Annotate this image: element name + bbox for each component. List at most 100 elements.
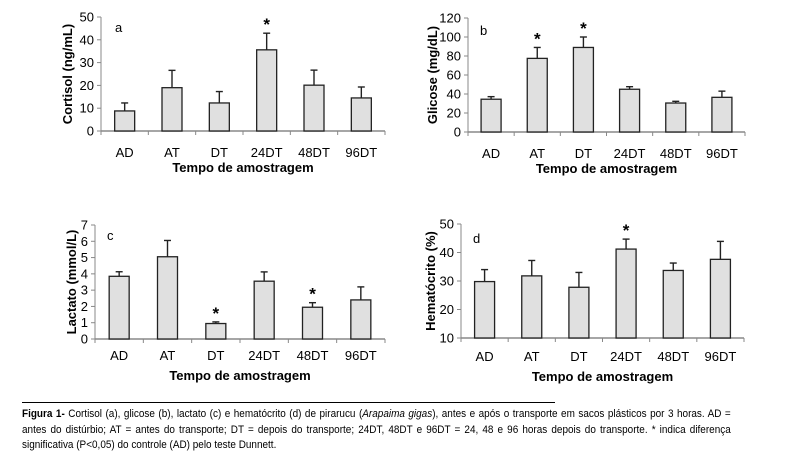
- y-axis-title: Hematócrito (%): [423, 231, 438, 331]
- x-category-label: DT: [211, 145, 228, 160]
- caption-species: Arapaima gigas: [362, 408, 433, 420]
- y-tick-label: 10: [440, 331, 454, 346]
- bar-96DT: [350, 299, 372, 340]
- bar-96DT: [350, 97, 372, 132]
- bar-AT: [156, 256, 179, 340]
- y-tick-label: 3: [81, 283, 88, 298]
- y-tick-label: 2: [81, 299, 88, 314]
- bar-DT: [208, 102, 230, 132]
- y-tick-label: 40: [440, 245, 454, 260]
- y-axis-title: Cortisol (ng/mL): [60, 24, 75, 124]
- y-tick-label: 0: [87, 124, 94, 139]
- y-tick-label: 4: [81, 266, 88, 281]
- x-category-label: 48DT: [657, 349, 689, 364]
- y-tick-label: 120: [439, 11, 461, 26]
- x-category-label: AT: [160, 348, 176, 363]
- caption-text-2: ), antes e após o transporte em sacos pl…: [22, 408, 731, 451]
- x-category-label: AT: [529, 146, 545, 161]
- y-tick-label: 20: [447, 106, 461, 121]
- x-category-label: 96DT: [705, 349, 737, 364]
- figure-caption: Figura 1- Cortisol (a), glicose (b), lac…: [22, 407, 731, 454]
- x-category-label: DT: [570, 349, 587, 364]
- y-tick-label: 0: [81, 332, 88, 347]
- significance-star: *: [534, 29, 541, 48]
- y-tick-label: 5: [81, 250, 88, 265]
- y-axis-title: Lactato (mmol/L): [64, 230, 79, 335]
- x-category-label: AD: [110, 348, 128, 363]
- bar-AD: [473, 280, 496, 339]
- x-axis-title: Tempo de amostragem: [536, 161, 677, 176]
- y-tick-label: 30: [80, 55, 94, 70]
- y-tick-label: 20: [440, 302, 454, 317]
- significance-star: *: [623, 221, 630, 240]
- x-category-label: 48DT: [297, 348, 329, 363]
- x-category-label: 48DT: [298, 145, 330, 160]
- x-category-label: 24DT: [610, 349, 642, 364]
- bar-DT: [205, 322, 227, 340]
- panel-letter: b: [480, 23, 487, 38]
- y-tick-label: 30: [440, 274, 454, 289]
- bar-AT: [521, 275, 543, 339]
- figure-panels: 0 10 20 30 40 50 AD AT DT * 24DT 48DT 96DT a Tempo de …: [60, 10, 746, 384]
- x-axis-title: Tempo de amostragem: [532, 369, 673, 384]
- y-tick-label: 40: [80, 32, 94, 47]
- x-category-label: DT: [207, 348, 224, 363]
- y-tick-label: 6: [81, 234, 88, 249]
- y-tick-label: 60: [447, 68, 461, 83]
- y-tick-label: 50: [440, 217, 454, 232]
- y-tick-label: 20: [80, 78, 94, 93]
- y-tick-label: 100: [439, 30, 461, 45]
- bar-DT: [572, 46, 595, 133]
- x-category-label: AT: [524, 349, 540, 364]
- panel-letter: c: [107, 228, 114, 243]
- bar-DT: [568, 286, 590, 339]
- x-category-label: 48DT: [660, 146, 692, 161]
- x-category-label: 24DT: [251, 145, 283, 160]
- x-category-label: AT: [164, 145, 180, 160]
- bar-48DT: [301, 306, 324, 340]
- panel-letter: a: [115, 20, 123, 35]
- bar-48DT: [662, 269, 684, 339]
- bar-24DT: [253, 280, 275, 340]
- chart-panel-b: 0 20 40 60 80 100 120 AD * AT * DT 24DT 48DT 96DT b Temp…: [425, 11, 746, 176]
- x-category-label: 96DT: [706, 146, 738, 161]
- y-tick-label: 80: [447, 49, 461, 64]
- x-category-label: 24DT: [614, 146, 646, 161]
- x-category-label: 96DT: [345, 348, 377, 363]
- caption-separator: [22, 402, 555, 403]
- x-category-label: AD: [476, 349, 494, 364]
- y-axis-title: Glicose (mg/dL): [425, 26, 440, 124]
- y-tick-label: 0: [454, 125, 461, 140]
- x-axis-title: Tempo de amostragem: [172, 160, 313, 175]
- bar-AD: [480, 98, 502, 133]
- bar-24DT: [256, 49, 278, 132]
- bar-96DT: [711, 96, 733, 133]
- x-axis-title: Tempo de amostragem: [169, 368, 310, 383]
- bar-AT: [161, 87, 183, 132]
- x-category-label: 96DT: [345, 145, 377, 160]
- x-category-label: 24DT: [248, 348, 280, 363]
- bar-48DT: [665, 102, 687, 133]
- significance-star: *: [263, 15, 270, 34]
- bar-96DT: [709, 258, 732, 339]
- bar-AD: [108, 275, 130, 340]
- y-tick-label: 50: [80, 10, 94, 25]
- bar-24DT: [618, 88, 641, 133]
- bar-AD: [114, 110, 136, 132]
- y-tick-label: 7: [81, 218, 88, 233]
- significance-star: *: [213, 304, 220, 323]
- panel-letter: d: [473, 231, 480, 246]
- bar-48DT: [303, 84, 325, 132]
- caption-label: Figura 1-: [22, 408, 65, 420]
- x-category-label: DT: [575, 146, 592, 161]
- chart-panel-a: 0 10 20 30 40 50 AD AT DT * 24DT 48DT 96DT a Tempo de …: [60, 10, 386, 175]
- x-category-label: AD: [116, 145, 134, 160]
- y-tick-label: 1: [81, 315, 88, 330]
- x-category-label: AD: [482, 146, 500, 161]
- significance-star: *: [309, 285, 316, 304]
- chart-panel-d: 10 20 30 40 50 AD AT DT * 24DT 48DT 96DT d Tempo de a…: [423, 217, 745, 384]
- y-tick-label: 40: [447, 87, 461, 102]
- caption-text-1: Cortisol (a), glicose (b), lactato (c) e…: [64, 408, 363, 420]
